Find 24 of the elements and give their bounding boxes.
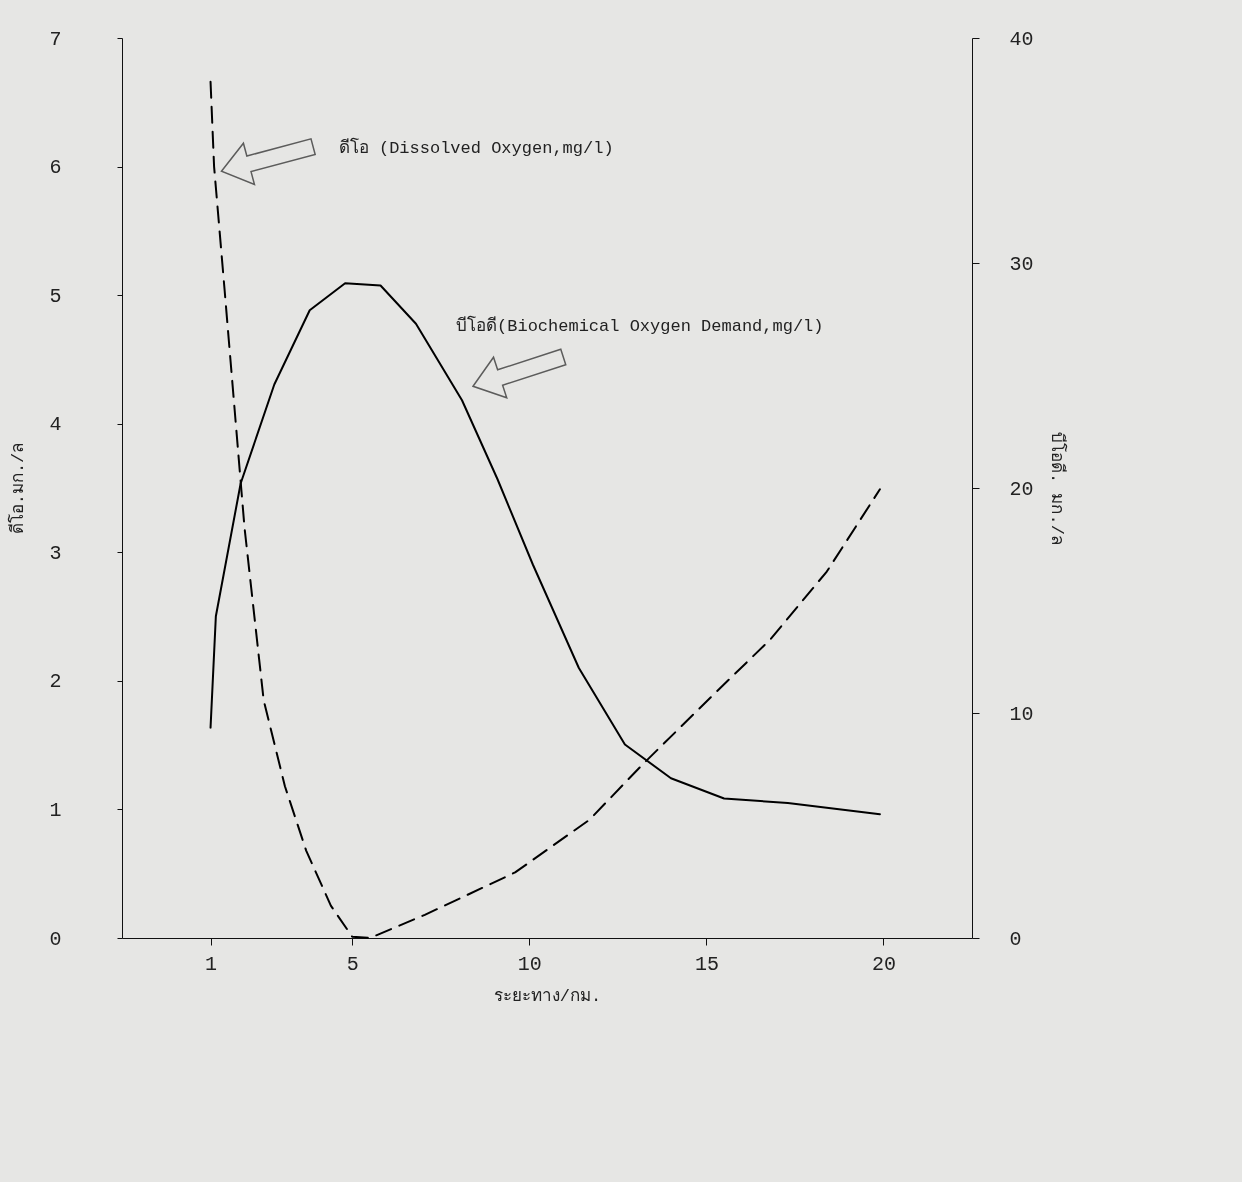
y-tick-label: 5	[49, 284, 62, 308]
x-tick-label: 15	[694, 952, 719, 976]
y-tick-label: 2	[49, 670, 62, 694]
line-series	[209, 80, 881, 939]
y-tick-label: 4	[49, 413, 62, 437]
y2-tick-label: 40	[1009, 27, 1034, 51]
x-tick-label: 5	[346, 952, 359, 976]
y-tick-label: 0	[49, 927, 62, 951]
y2-tick-label: 10	[1009, 702, 1034, 726]
y-tick-label: 7	[49, 27, 62, 51]
annotation: บีโอดี(Biochemical Oxygen Demand,mg/l)	[456, 315, 824, 336]
x-tick-label: 1	[205, 952, 218, 976]
x-tick-label: 10	[517, 952, 542, 976]
y-tick-label: 6	[49, 156, 62, 180]
annotation: ดีโอ (Dissolved Oxygen,mg/l)	[338, 136, 614, 158]
y2-tick-label: 20	[1009, 477, 1034, 501]
y2-axis-title: บีโอดี. มก./ล	[1046, 432, 1068, 545]
y-axis-title: ดีโอ.มก./ล	[7, 442, 29, 535]
y2-tick-label: 0	[1009, 927, 1022, 951]
x-tick-label: 20	[871, 952, 896, 976]
x-axis-title: ระยะทาง/กม.	[493, 986, 602, 1006]
y2-tick-label: 30	[1009, 252, 1034, 276]
y-tick-label: 3	[49, 541, 62, 565]
y-tick-label: 1	[49, 798, 62, 822]
